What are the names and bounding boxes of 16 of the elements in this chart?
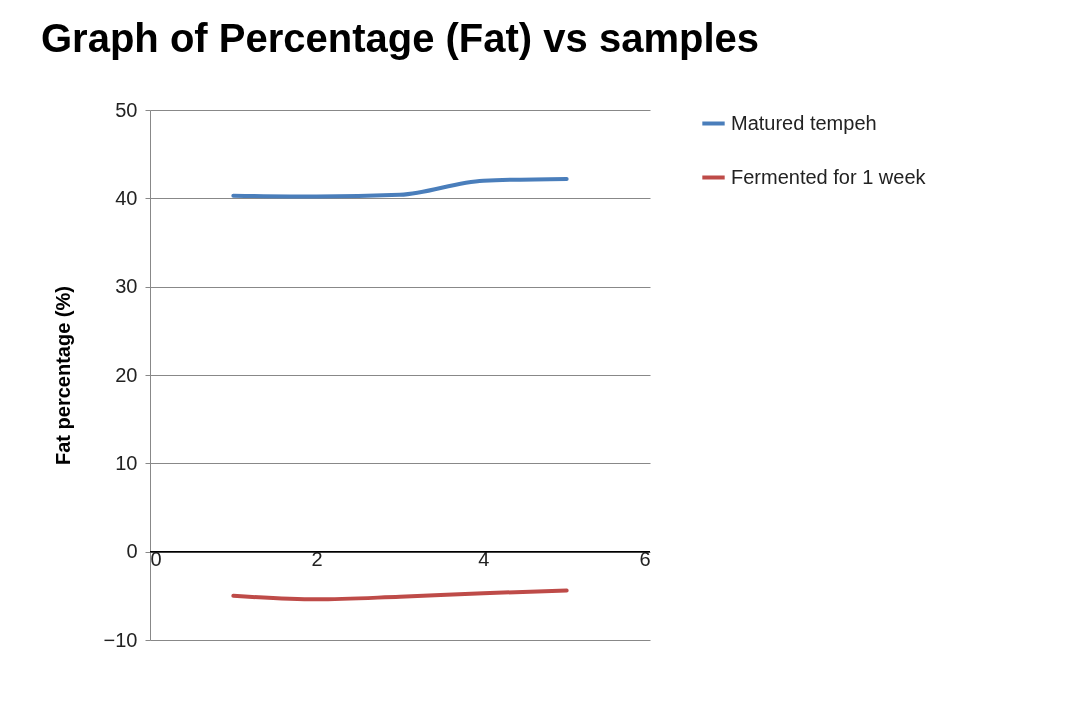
x-tick-label: 0 bbox=[150, 548, 162, 571]
chart-title: Graph of Percentage (Fat) vs samples bbox=[40, 16, 760, 60]
y-axis-title: Fat percentage (%) bbox=[51, 286, 74, 465]
y-tick-label: 10 bbox=[115, 451, 138, 474]
y-tick-label: 20 bbox=[115, 363, 138, 386]
x-tick-label: 4 bbox=[478, 548, 490, 571]
line-series bbox=[231, 588, 569, 602]
x-tick-label: 2 bbox=[311, 548, 323, 571]
y-tick-label: 50 bbox=[115, 98, 138, 121]
y-tick-label: 40 bbox=[115, 186, 138, 209]
y-tick-label: −10 bbox=[103, 628, 138, 651]
legend-label: Fermented for 1 week bbox=[731, 165, 927, 188]
line-series bbox=[231, 176, 569, 199]
y-tick-label: 30 bbox=[115, 275, 138, 298]
legend-label: Matured tempeh bbox=[731, 111, 877, 134]
x-tick-label: 6 bbox=[639, 548, 651, 571]
